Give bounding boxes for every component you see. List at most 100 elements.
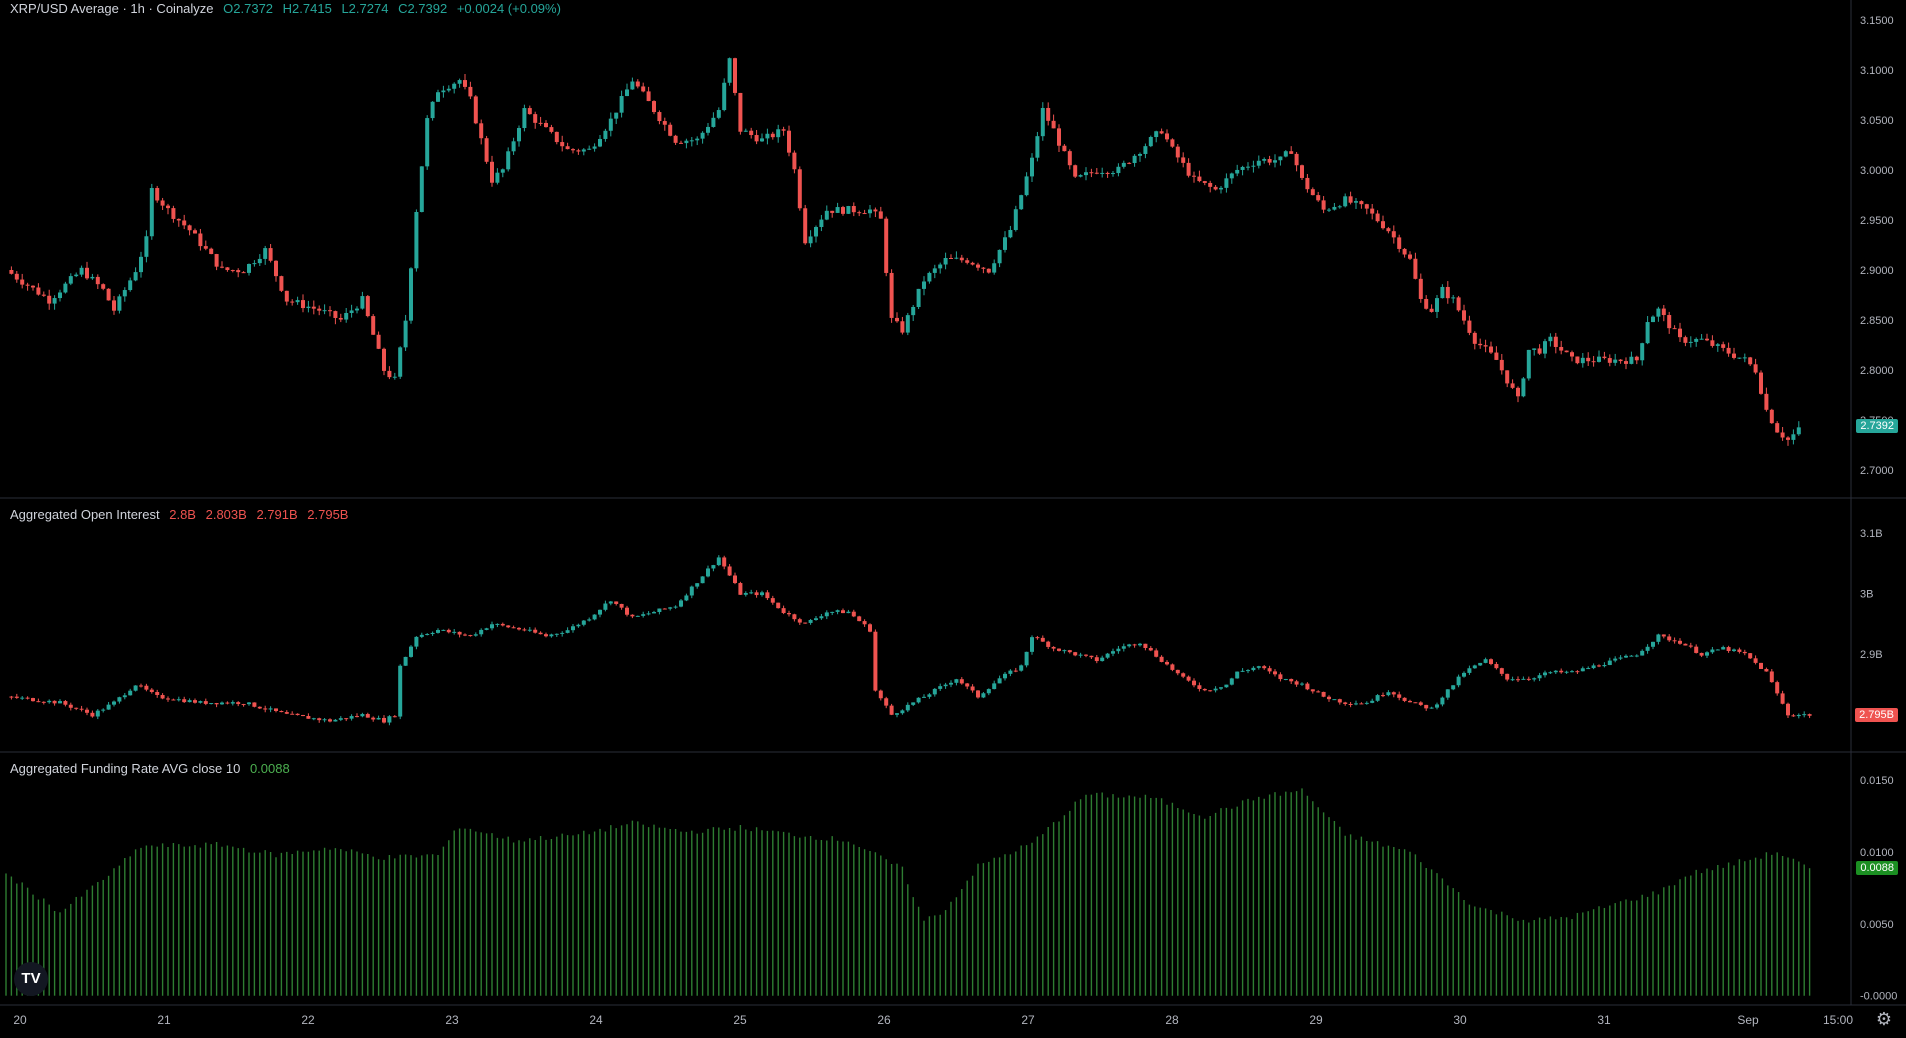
candle-body [1040, 107, 1045, 137]
oi-legend: Aggregated Open Interest 2.8B 2.803B 2.7… [10, 507, 354, 522]
candle-body [1386, 692, 1391, 696]
candle-body [884, 698, 889, 706]
candle-body [268, 708, 273, 710]
candle-body [1586, 357, 1591, 362]
candle-body [1597, 665, 1601, 667]
candle-body [625, 607, 629, 615]
symbol-title[interactable]: XRP/USD Average · 1h · Coinalyze [10, 1, 214, 16]
oi-candles [9, 555, 1812, 726]
candle-body [889, 272, 894, 318]
candle-body [722, 557, 727, 567]
oi-title[interactable]: Aggregated Open Interest [10, 507, 160, 522]
candle-body [220, 702, 224, 705]
candle-body [1580, 668, 1585, 672]
candle-body [927, 694, 932, 697]
candle-body [74, 274, 79, 277]
candle-body [160, 695, 165, 699]
candle-body [144, 236, 149, 257]
candle-body [187, 700, 192, 703]
candle-body [1526, 349, 1531, 379]
candle-body [1030, 157, 1034, 177]
candle-body [895, 317, 899, 322]
candle-body [1440, 286, 1445, 299]
candle-body [1386, 228, 1391, 232]
candle-body [371, 717, 376, 720]
candle-body [85, 709, 89, 713]
candle-body [986, 268, 991, 273]
candle-body [171, 208, 176, 219]
candle-body [252, 702, 257, 707]
candle-body [1543, 341, 1547, 354]
candle-body [1672, 640, 1677, 642]
candle-body [765, 592, 770, 599]
candle-body [1575, 671, 1580, 673]
candle-body [619, 603, 624, 608]
candle-body [1267, 668, 1272, 672]
candle-body [835, 207, 840, 213]
candle-body [9, 270, 14, 274]
candle-body [398, 665, 403, 717]
candle-body [1343, 196, 1348, 207]
fr-title[interactable]: Aggregated Funding Rate AVG close 10 [10, 761, 241, 776]
candle-body [306, 306, 311, 309]
y-tick-label: 2.9000 [1860, 265, 1894, 277]
candle-body [1499, 359, 1504, 371]
candle-body [808, 236, 813, 244]
candle-body [1656, 634, 1661, 642]
candle-body [1462, 310, 1466, 321]
candle-body [527, 629, 532, 631]
candle-body [68, 276, 73, 284]
candle-body [230, 702, 235, 704]
candle-body [943, 684, 948, 687]
candle-body [787, 130, 791, 153]
candle-body [1051, 120, 1056, 129]
candle-body [571, 149, 575, 151]
candle-body [1170, 139, 1175, 147]
candle-body [797, 169, 802, 209]
candle-body [1413, 258, 1418, 279]
candle-body [58, 292, 62, 299]
candle-body [668, 607, 673, 609]
candle-body [247, 702, 251, 705]
candle-body [1516, 387, 1520, 397]
candle-body [1283, 151, 1288, 157]
candle-body [1418, 278, 1423, 299]
candle-body [1321, 691, 1326, 697]
candle-body [1094, 172, 1099, 174]
candle-body [1645, 322, 1650, 344]
candle-body [1127, 162, 1132, 164]
gear-icon[interactable]: ⚙ [1875, 1009, 1892, 1029]
candle-body [58, 701, 62, 704]
candle-body [781, 129, 786, 131]
candle-body [727, 566, 732, 576]
candle-body [959, 679, 964, 684]
candle-body [668, 124, 673, 136]
candle-body [25, 284, 30, 286]
candle-body [128, 280, 133, 291]
candle-body [517, 128, 521, 142]
candle-body [900, 710, 905, 714]
candle-body [301, 300, 305, 309]
candle-body [1229, 678, 1234, 685]
candle-body [414, 636, 419, 647]
candle-body [1348, 196, 1353, 203]
candle-body [1381, 221, 1385, 229]
candle-body [587, 619, 592, 621]
candle-body [398, 347, 403, 377]
y-tick-label: -0.0000 [1860, 991, 1897, 1003]
candle-body [857, 616, 862, 622]
ohlc-change: +0.0024 (+0.09%) [456, 1, 561, 16]
candle-body [1219, 687, 1223, 689]
candle-body [79, 267, 84, 275]
candle-body [1548, 336, 1553, 342]
candle-body [1062, 145, 1067, 152]
candle-body [1073, 165, 1078, 177]
candle-body [1219, 187, 1223, 190]
candle-body [133, 272, 138, 281]
tradingview-logo-icon[interactable]: TV [14, 962, 48, 996]
candle-body [997, 678, 1002, 684]
candle-body [214, 254, 219, 267]
candle-body [911, 307, 916, 316]
candle-body [1553, 670, 1558, 673]
